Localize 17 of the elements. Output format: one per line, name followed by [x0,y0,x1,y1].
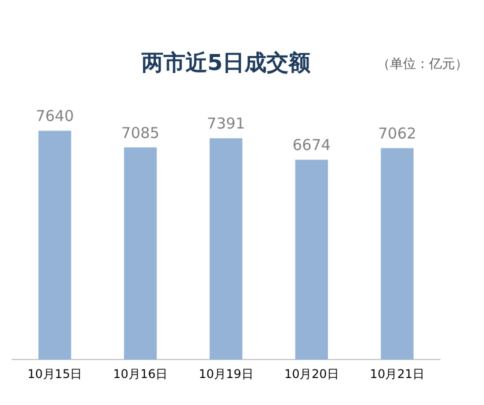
data-label: 7062 [378,124,416,142]
x-tick-label: 10月15日 [28,366,82,381]
data-label: 7391 [206,114,246,133]
bar [380,148,414,360]
bar [210,138,242,360]
x-tick-label: 10月19日 [198,366,254,381]
bar [295,160,328,360]
data-label: 7085 [121,124,160,142]
data-label: 6674 [292,136,331,154]
chart-title: 两市近5日成交额 [141,51,311,76]
x-tick-label: 10月21日 [370,366,424,381]
text: （单位：亿元） [377,56,468,73]
bar [124,147,157,360]
x-tick-label: 10月16日 [113,366,168,381]
x-tick-label: 10月20日 [284,366,339,381]
bar [38,130,72,360]
data-label: 7640 [36,107,74,126]
